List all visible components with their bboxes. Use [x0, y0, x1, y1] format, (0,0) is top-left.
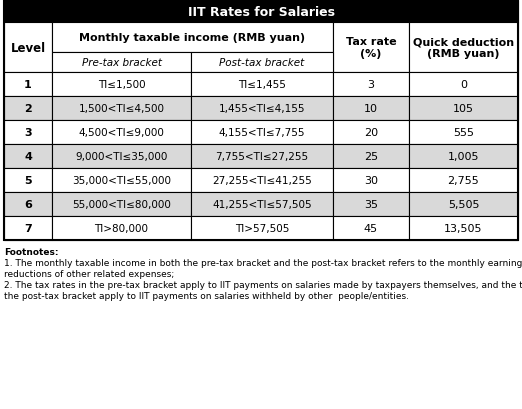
Bar: [191, 169, 333, 193]
Bar: [52, 145, 191, 169]
Text: 2: 2: [24, 104, 32, 114]
Text: 20: 20: [364, 128, 378, 138]
Text: TI>80,000: TI>80,000: [94, 223, 148, 234]
Text: the post-tax bracket apply to IIT payments on salaries withheld by other  people: the post-tax bracket apply to IIT paymen…: [4, 291, 409, 300]
Text: Level: Level: [10, 41, 45, 54]
Bar: [4, 169, 52, 193]
Text: Pre-tax bracket: Pre-tax bracket: [81, 58, 161, 68]
Bar: [4, 216, 52, 240]
Text: 3: 3: [367, 80, 374, 90]
Bar: [333, 216, 409, 240]
Text: Tax rate
(%): Tax rate (%): [346, 37, 396, 58]
Text: 6: 6: [24, 200, 32, 209]
Text: 9,000<TI≤35,000: 9,000<TI≤35,000: [75, 152, 168, 162]
Text: 4,155<TI≤7,755: 4,155<TI≤7,755: [219, 128, 305, 138]
Bar: [191, 216, 333, 240]
Text: 2,755: 2,755: [448, 175, 479, 186]
Text: Monthly taxable income (RMB yuan): Monthly taxable income (RMB yuan): [79, 33, 305, 43]
Text: Post-tax bracket: Post-tax bracket: [219, 58, 305, 68]
Bar: [333, 121, 409, 145]
Text: 1. The monthly taxable income in both the pre-tax bracket and the post-tax brack: 1. The monthly taxable income in both th…: [4, 258, 522, 267]
Text: 1,455<TI≤4,155: 1,455<TI≤4,155: [219, 104, 305, 114]
Bar: [333, 73, 409, 97]
Text: 35: 35: [364, 200, 378, 209]
Text: 5: 5: [24, 175, 32, 186]
Text: TI>57,505: TI>57,505: [235, 223, 289, 234]
Bar: [409, 97, 518, 121]
Bar: [409, 73, 518, 97]
Text: 41,255<TI≤57,505: 41,255<TI≤57,505: [212, 200, 312, 209]
Bar: [409, 216, 518, 240]
Text: 30: 30: [364, 175, 378, 186]
Bar: [333, 145, 409, 169]
Text: 1: 1: [24, 80, 32, 90]
Bar: [191, 97, 333, 121]
Text: 105: 105: [453, 104, 474, 114]
Text: 4: 4: [24, 152, 32, 162]
Bar: [52, 193, 191, 216]
Bar: [409, 193, 518, 216]
Text: 1,005: 1,005: [448, 152, 479, 162]
Bar: [4, 1, 518, 240]
Text: reductions of other related expenses;: reductions of other related expenses;: [4, 270, 174, 278]
Bar: [52, 121, 191, 145]
Text: 5,505: 5,505: [448, 200, 479, 209]
Text: Footnotes:: Footnotes:: [4, 247, 58, 256]
Text: 35,000<TI≤55,000: 35,000<TI≤55,000: [72, 175, 171, 186]
Text: 3: 3: [24, 128, 32, 138]
Text: 27,255<TI≤41,255: 27,255<TI≤41,255: [212, 175, 312, 186]
Text: TI≤1,455: TI≤1,455: [238, 80, 286, 90]
Bar: [52, 97, 191, 121]
Bar: [52, 169, 191, 193]
Bar: [333, 193, 409, 216]
Bar: [191, 53, 333, 73]
Bar: [409, 121, 518, 145]
Bar: [409, 169, 518, 193]
Bar: [52, 73, 191, 97]
Bar: [333, 169, 409, 193]
Text: 4,500<TI≤9,000: 4,500<TI≤9,000: [79, 128, 164, 138]
Bar: [52, 216, 191, 240]
Bar: [191, 121, 333, 145]
Text: 0: 0: [460, 80, 467, 90]
Bar: [4, 73, 52, 97]
Bar: [333, 23, 409, 73]
Text: 7: 7: [24, 223, 32, 234]
Bar: [191, 145, 333, 169]
Text: 13,505: 13,505: [444, 223, 483, 234]
Bar: [4, 97, 52, 121]
Bar: [4, 1, 518, 23]
Bar: [409, 145, 518, 169]
Bar: [4, 23, 52, 73]
Text: 25: 25: [364, 152, 378, 162]
Text: 10: 10: [364, 104, 378, 114]
Text: IIT Rates for Salaries: IIT Rates for Salaries: [187, 5, 335, 18]
Text: 555: 555: [453, 128, 474, 138]
Text: 45: 45: [364, 223, 378, 234]
Text: 2. The tax rates in the pre-tax bracket apply to IIT payments on salaries made b: 2. The tax rates in the pre-tax bracket …: [4, 280, 522, 289]
Bar: [52, 23, 333, 53]
Text: 7,755<TI≤27,255: 7,755<TI≤27,255: [216, 152, 309, 162]
Bar: [409, 23, 518, 73]
Text: 55,000<TI≤80,000: 55,000<TI≤80,000: [72, 200, 171, 209]
Bar: [4, 145, 52, 169]
Bar: [4, 193, 52, 216]
Bar: [333, 97, 409, 121]
Bar: [52, 53, 191, 73]
Text: Quick deduction
(RMB yuan): Quick deduction (RMB yuan): [413, 37, 514, 58]
Bar: [191, 193, 333, 216]
Bar: [191, 73, 333, 97]
Text: TI≤1,500: TI≤1,500: [98, 80, 145, 90]
Text: 1,500<TI≤4,500: 1,500<TI≤4,500: [78, 104, 164, 114]
Bar: [4, 121, 52, 145]
